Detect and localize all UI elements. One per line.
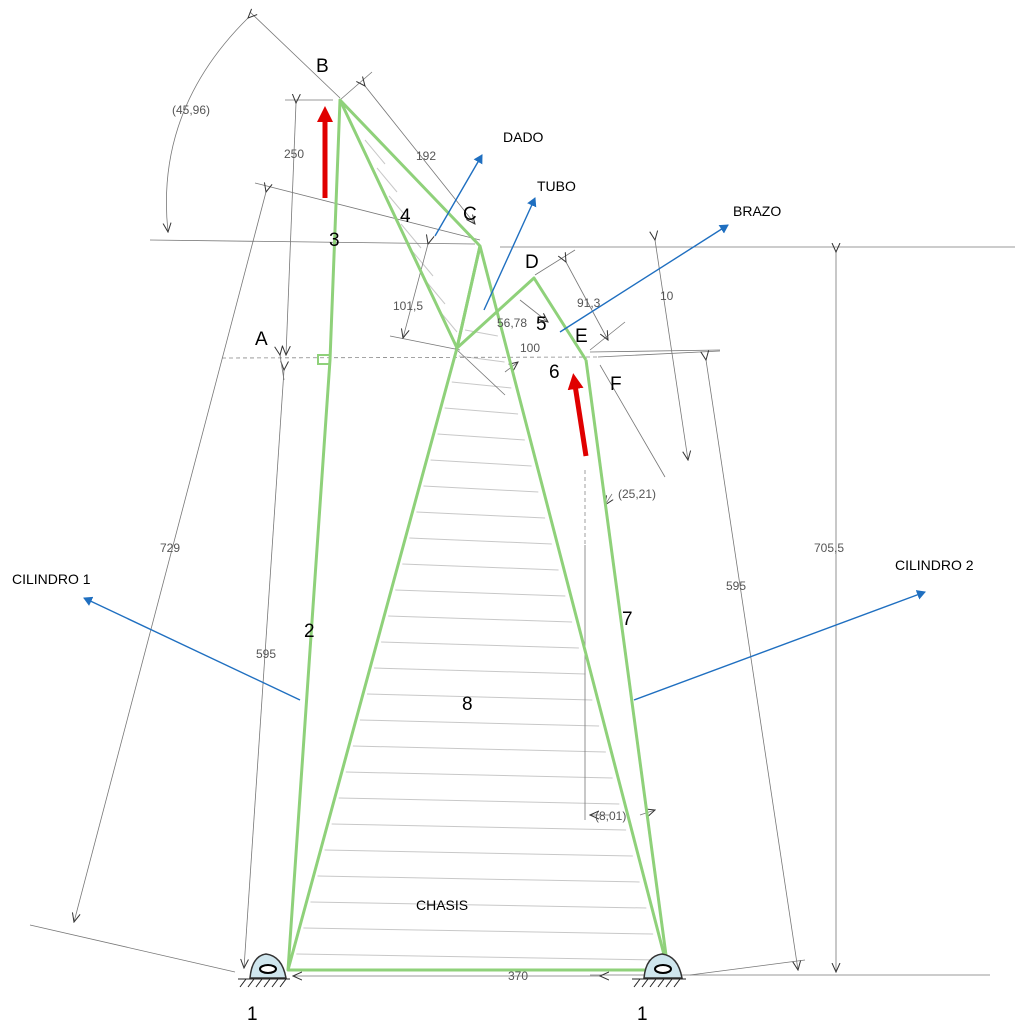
dim-91-3: 91,3 <box>577 296 601 310</box>
dim-angle-bottom: (8,01) <box>595 809 626 823</box>
hatch-line <box>464 329 498 337</box>
link-label-1-left: 1 <box>247 1004 258 1025</box>
point-label-b: B <box>316 56 329 77</box>
dim-101-5: 101,5 <box>393 299 423 313</box>
hatch-line <box>451 381 512 389</box>
hatch-line <box>310 901 647 909</box>
hatch-line <box>366 693 593 701</box>
link-label-4: 4 <box>400 206 411 227</box>
link-label-8: 8 <box>462 694 473 715</box>
callout-arrow-tubo <box>483 197 537 311</box>
hatch-line <box>388 615 573 623</box>
link-label-2: 2 <box>304 621 315 642</box>
mechanism-links <box>286 98 670 972</box>
callout-arrow-brazo <box>559 224 729 333</box>
hatch-line <box>430 459 532 467</box>
hatch-line <box>352 745 606 753</box>
dim-370: 370 <box>508 969 528 983</box>
hatch-line <box>303 927 654 935</box>
dim-595-left: 595 <box>256 647 276 661</box>
hatch-line <box>423 485 539 493</box>
point-label-a: A <box>255 329 268 350</box>
hatch-line <box>345 771 613 779</box>
dim-angle-f: (25,21) <box>618 487 656 501</box>
ground-support-left <box>238 953 290 988</box>
component-label-chasis: CHASIS <box>416 897 468 913</box>
link-8-chassis <box>286 245 670 972</box>
chassis-hatching <box>296 139 660 961</box>
hatch-line <box>374 667 586 675</box>
dim-729: 729 <box>160 541 180 555</box>
component-label-cilindro-1: CILINDRO 1 <box>12 571 91 587</box>
hatch-line <box>416 511 546 519</box>
hatch-line <box>381 641 579 649</box>
link-7-cylinder-2 <box>584 359 670 971</box>
component-label-brazo: BRAZO <box>733 203 781 219</box>
callout-arrow-cilindro-2 <box>633 590 926 701</box>
hatch-line <box>409 537 552 545</box>
dim-56-78: 56,78 <box>497 316 527 330</box>
force-arrow-e <box>567 373 589 457</box>
dim-192: 192 <box>416 149 436 163</box>
hatch-line <box>458 355 505 363</box>
point-label-f: F <box>610 374 622 395</box>
point-label-c: C <box>463 204 477 225</box>
ground-support-right <box>632 953 686 988</box>
dim-angle-b: (45,96) <box>172 103 210 117</box>
hatch-line <box>395 589 566 597</box>
hatch-line <box>324 849 633 857</box>
dim-595-right: 595 <box>726 579 746 593</box>
hatch-line <box>338 797 620 805</box>
dimension-lines <box>74 18 836 976</box>
dim-705-5: 705,5 <box>814 541 844 555</box>
link-label-5: 5 <box>536 314 547 335</box>
hatch-line <box>317 875 640 883</box>
dim-10: 10 <box>660 289 674 303</box>
dim-100: 100 <box>520 341 540 355</box>
component-label-dado: DADO <box>503 129 544 145</box>
reference-lines <box>29 11 1015 976</box>
component-label-tubo: TUBO <box>537 178 576 194</box>
hatch-line <box>437 433 525 441</box>
point-label-d: D <box>525 252 539 273</box>
link-5-brazo <box>455 276 588 361</box>
link-label-7: 7 <box>622 609 633 630</box>
hatch-line <box>331 823 627 831</box>
callout-arrow-dado <box>434 154 483 237</box>
dim-250: 250 <box>284 147 304 161</box>
point-label-e: E <box>575 326 588 347</box>
hatch-line <box>376 167 398 193</box>
hatch-line <box>296 953 660 961</box>
link-label-6: 6 <box>549 362 560 383</box>
link-label-1-right: 1 <box>637 1004 648 1025</box>
callout-arrow-cilindro-1 <box>83 596 301 701</box>
hatch-line <box>402 563 559 571</box>
hatch-line <box>444 407 519 415</box>
component-label-cilindro-2: CILINDRO 2 <box>895 557 974 573</box>
hatch-line <box>359 719 600 727</box>
link-label-3: 3 <box>329 230 340 251</box>
